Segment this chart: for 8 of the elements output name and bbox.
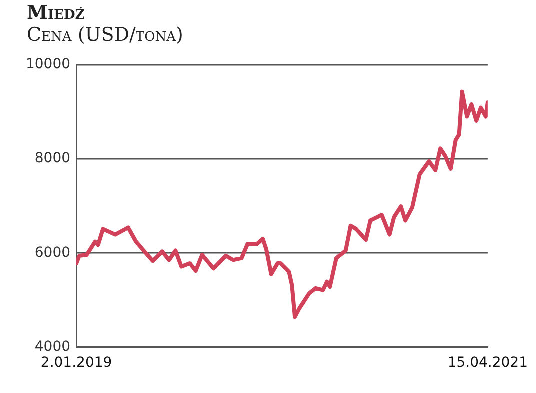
x-tick-label: 2.01.2019 [40, 355, 112, 372]
x-tick-label: 15.04.2021 [448, 355, 528, 372]
y-tick-label: 4000 [34, 338, 71, 355]
chart-subtitle: Cena (USD/tona) [27, 24, 184, 46]
y-tick-label: 10000 [26, 56, 71, 73]
y-tick-label: 8000 [34, 150, 71, 167]
y-tick-label: 6000 [34, 244, 71, 261]
chart-title: Miedź [27, 2, 86, 24]
